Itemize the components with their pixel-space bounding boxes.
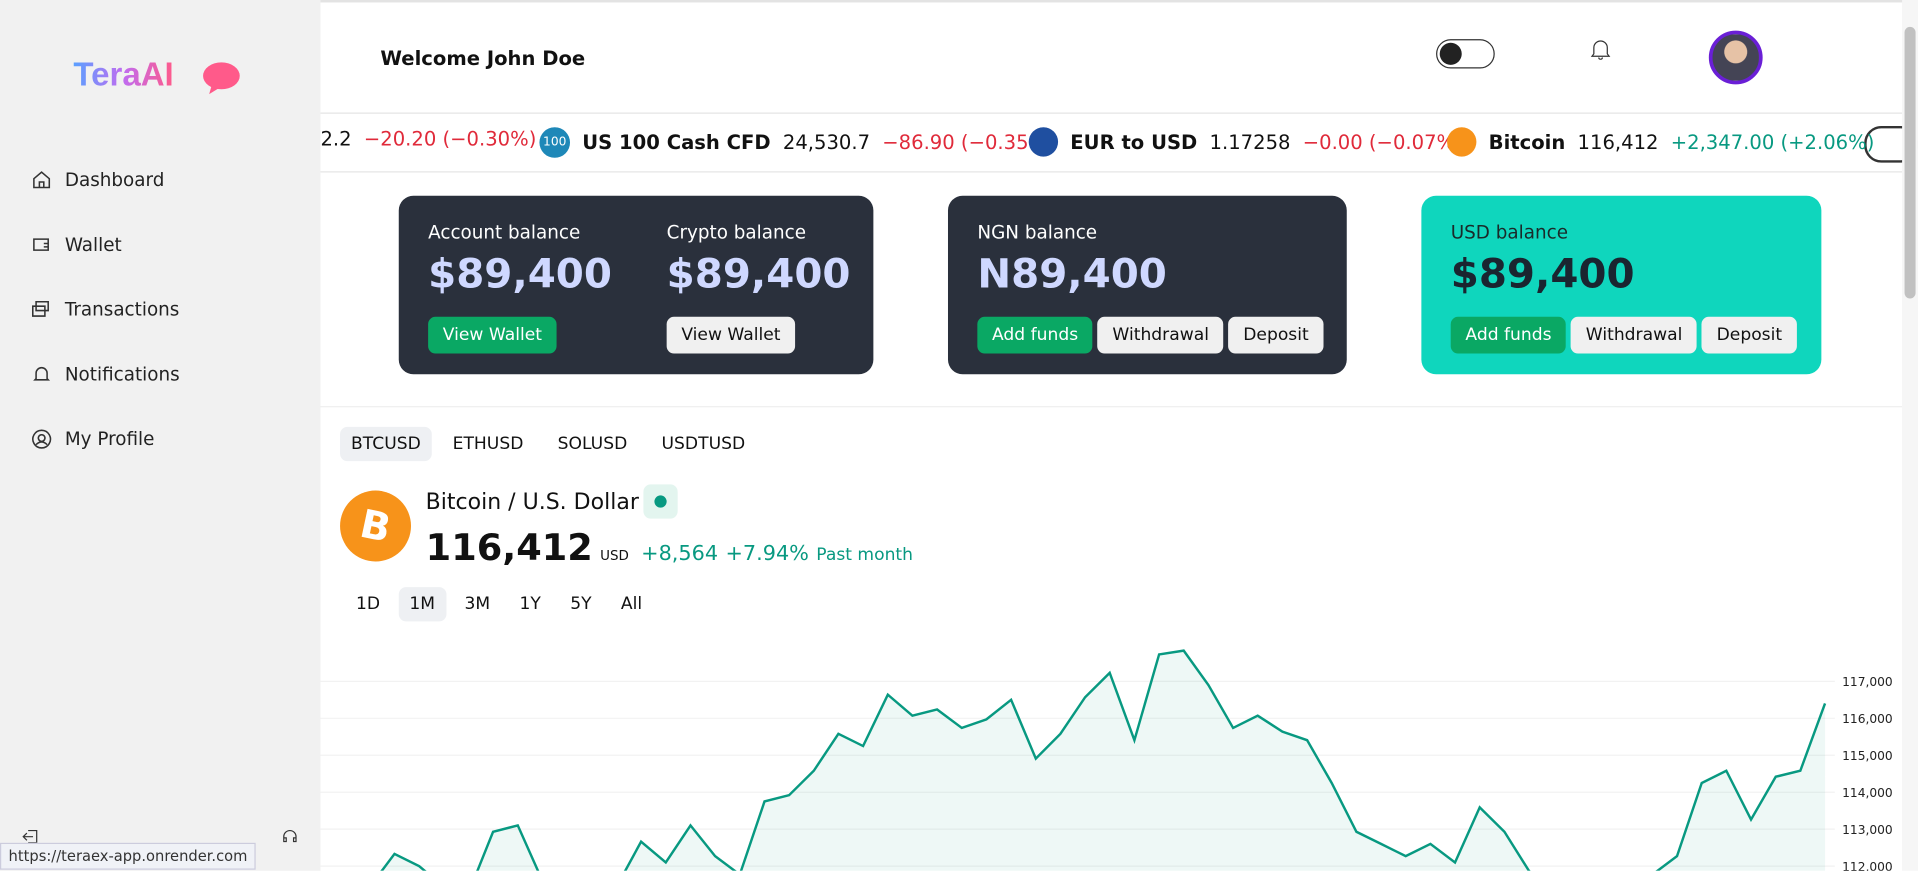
nav-icon: [32, 429, 52, 449]
nav-item[interactable]: Notifications: [31, 363, 180, 385]
ticker-price: 1.17258: [1209, 130, 1291, 154]
logo[interactable]: TeraAI: [73, 56, 174, 93]
price-change: +8,564: [641, 541, 719, 567]
card-amount: N89,400: [977, 249, 1167, 298]
card-button[interactable]: Withdrawal: [1571, 316, 1698, 354]
balance-card: Account balance $89,400 View Wallet Crypto …: [398, 195, 874, 375]
status-url: https://teraex-app.onrender.com: [0, 842, 256, 870]
card-label: Crypto balance: [666, 221, 806, 244]
ticker-bar: [320, 112, 1903, 173]
ticker-change: −0.00 (−0.07%): [1302, 130, 1463, 154]
nav-icon: [33, 238, 49, 251]
symbol-tab[interactable]: USDTUSD: [661, 434, 746, 454]
nav-label: Wallet: [64, 233, 122, 256]
card-amount: $89,400: [1450, 249, 1635, 298]
view-wallet-button[interactable]: View Wallet: [428, 316, 557, 354]
ticker-icon: [1028, 127, 1059, 157]
y-tick-label: 114,000: [1842, 786, 1893, 800]
market-status: [643, 484, 678, 519]
range-tab[interactable]: 1Y: [519, 594, 541, 615]
ticker-icon: [1447, 127, 1477, 157]
period: Past month: [816, 545, 914, 566]
bell-icon[interactable]: [1590, 38, 1611, 60]
symbol-tab[interactable]: ETHUSD: [452, 434, 524, 454]
usd-card: USD balance $89,400 Add funds Withdrawal D…: [1421, 195, 1822, 375]
ticker-change: +2,347.00 (+2.06%): [1670, 130, 1875, 154]
card-button[interactable]: Withdrawal: [1097, 316, 1224, 354]
nav-label: My Profile: [64, 428, 155, 451]
range-tab[interactable]: 3M: [464, 594, 491, 615]
price-area: [381, 650, 1826, 871]
currency: USD: [600, 547, 629, 564]
ticker-price: 2.2: [320, 127, 352, 151]
ticker-change: −86.90 (−0.35%): [882, 130, 1055, 155]
ticker-name: Bitcoin: [1488, 130, 1566, 154]
card-label: NGN balance: [977, 221, 1098, 244]
view-wallet-button[interactable]: View Wallet: [666, 316, 796, 354]
symbol-tab[interactable]: SOLUSD: [557, 434, 628, 454]
y-tick-label: 115,000: [1842, 749, 1893, 763]
ticker-item[interactable]: 100 US 100 Cash CFD 24,530.7 −86.90 (−0.35%…: [539, 127, 1055, 158]
ticker-change: −20.20 (−0.30%): [363, 127, 537, 151]
price: 116,412: [425, 527, 593, 571]
nav-label: Dashboard: [64, 168, 165, 191]
range-tab[interactable]: 1M: [398, 587, 447, 622]
logo-icon: [203, 62, 240, 95]
top-border: [0, 0, 1918, 3]
card-label: Account balance: [428, 221, 581, 244]
symbol-title: Bitcoin / U.S. Dollar: [425, 489, 639, 515]
nav-item[interactable]: Transactions: [31, 298, 180, 320]
scrollbar: [1902, 0, 1918, 871]
welcome: Welcome John Doe: [380, 46, 586, 70]
ticker-badge: 100: [539, 127, 571, 158]
card-button[interactable]: Add funds: [1450, 316, 1567, 354]
nav-item[interactable]: Wallet: [31, 234, 122, 256]
range-tab[interactable]: 1D: [355, 594, 381, 615]
y-tick-label: 116,000: [1842, 712, 1893, 726]
range-tab[interactable]: 5Y: [570, 594, 592, 615]
card-amount: $89,400: [666, 249, 851, 298]
support-icon[interactable]: [281, 828, 298, 845]
ticker-name: US 100 Cash CFD: [582, 130, 771, 155]
nav-item[interactable]: My Profile: [31, 428, 155, 450]
y-tick-label: 112,000: [1842, 860, 1893, 871]
avatar[interactable]: [1708, 30, 1763, 85]
card-button[interactable]: Deposit: [1228, 316, 1324, 354]
y-tick-label: 117,000: [1842, 675, 1893, 689]
sidebar: TeraAI Dashboard Wallet Transactions Notifi…: [0, 0, 321, 871]
ngn-card: NGN balance N89,400 Add funds Withdrawal D…: [947, 195, 1347, 375]
ticker-price: 24,530.7: [782, 130, 871, 155]
nav-icon: [33, 367, 51, 381]
price-percent: +7.94%: [725, 541, 809, 567]
ticker-name: EUR to USD: [1070, 130, 1198, 154]
theme-toggle[interactable]: [1436, 39, 1495, 69]
nav-item[interactable]: Dashboard: [31, 169, 165, 191]
card-label: USD balance: [1450, 221, 1569, 244]
card-button[interactable]: Deposit: [1701, 316, 1797, 354]
range-tab[interactable]: All: [620, 594, 643, 615]
nav-icon: [33, 171, 51, 189]
nav-label: Transactions: [64, 298, 180, 321]
nav-label: Notifications: [64, 363, 180, 386]
ticker-price: 116,412: [1577, 130, 1659, 154]
nav-icon: [32, 300, 49, 317]
ticker-item[interactable]: 2.2 −20.20 (−0.30%): [320, 127, 536, 150]
y-tick-label: 113,000: [1842, 823, 1893, 837]
price-row: 116,412 USD +8,564 +7.94% Past month: [426, 527, 913, 570]
ticker-item[interactable]: EUR to USD 1.17258 −0.00 (−0.07%): [1028, 127, 1463, 157]
card-button[interactable]: Add funds: [977, 316, 1093, 354]
symbol-tab[interactable]: BTCUSD: [340, 426, 432, 462]
price-line: [380, 649, 1827, 871]
card-amount: $89,400: [428, 249, 612, 298]
ticker-item[interactable]: Bitcoin 116,412 +2,347.00 (+2.06%): [1447, 127, 1875, 157]
logout-icon[interactable]: [22, 828, 39, 845]
bitcoin-icon: B: [340, 490, 411, 562]
divider: [320, 406, 1903, 408]
